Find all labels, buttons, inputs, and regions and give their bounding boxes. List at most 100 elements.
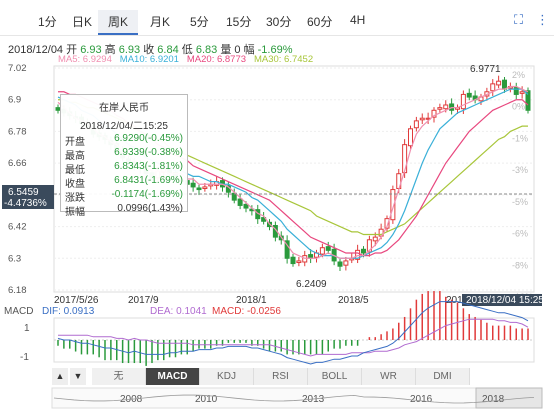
candle-body xyxy=(202,186,208,190)
macd-dea: DEA: 0.1041 xyxy=(150,306,207,317)
ma-legend: MA5: 6.9294 MA10: 6.9201 MA20: 6.8773 MA… xyxy=(58,54,313,65)
tooltip-key: 最低 xyxy=(65,165,85,176)
indicator-6[interactable]: DMI xyxy=(416,368,470,385)
candle-body xyxy=(284,240,290,259)
x-tick-label: 2017/5/26 xyxy=(54,295,99,306)
macd-value: MACD: -0.0256 xyxy=(212,306,281,317)
macd-y-tick: 1 xyxy=(24,323,30,334)
y-pct-tick-label: -8% xyxy=(512,260,528,270)
plot-frame xyxy=(53,65,535,293)
indicator-1[interactable]: MACD xyxy=(146,368,200,385)
candle-body xyxy=(437,107,443,110)
indicator-4[interactable]: BOLL xyxy=(308,368,362,385)
tooltip-value: 0.0996(1.43%) xyxy=(117,203,183,214)
macd-title: MACD xyxy=(4,306,33,317)
indicator-5[interactable]: WR xyxy=(362,368,416,385)
candle-body xyxy=(243,203,249,209)
indicator-0[interactable]: 无 xyxy=(92,368,146,385)
candle-body xyxy=(419,117,425,121)
fullscreen-icon[interactable]: ⛶ xyxy=(514,12,524,27)
change-label: 幅 xyxy=(243,44,255,56)
candle-body xyxy=(413,120,419,129)
navigator-year-label: 2018 xyxy=(482,394,505,405)
tab-7[interactable]: 60分 xyxy=(307,15,333,29)
tooltip-value: 6.9339(-0.38%) xyxy=(114,147,183,158)
tooltip-key: 振幅 xyxy=(65,207,85,218)
tab-0[interactable]: 1分 xyxy=(38,15,57,29)
change-value: -1.69% xyxy=(257,44,293,56)
tooltip-value: -0.1174(-1.69%) xyxy=(111,189,183,200)
y-tick-label: 6.18 xyxy=(8,285,27,296)
high-value: 6.93 xyxy=(118,44,141,56)
indicator-3[interactable]: RSI xyxy=(254,368,308,385)
tab-5[interactable]: 15分 xyxy=(226,15,252,29)
open-value: 6.93 xyxy=(80,44,102,56)
tooltip-row: 振幅 0.0996(1.43%) xyxy=(61,203,187,218)
y-tick-label: 6.9 xyxy=(8,95,21,106)
candle-body xyxy=(390,189,396,221)
tab-1[interactable]: 日K xyxy=(72,15,93,29)
tab-2[interactable]: 周K xyxy=(98,10,139,35)
tooltip-row: 开盘 6.9290(-0.45%) xyxy=(61,133,187,148)
tab-6[interactable]: 30分 xyxy=(266,15,292,29)
candle-body xyxy=(502,79,507,90)
candle-body xyxy=(319,247,325,255)
volume-label: 量 xyxy=(220,44,232,56)
y-pct-tick-label: -3% xyxy=(512,165,528,175)
low-label: 低 xyxy=(181,44,193,56)
x-tick-label: 2017/9 xyxy=(128,295,159,306)
candle-body xyxy=(343,260,349,266)
navigator-year-label: 2013 xyxy=(302,394,325,405)
candle-body xyxy=(366,239,372,253)
tab-3[interactable]: 月K xyxy=(150,15,171,29)
tooltip-value: 6.8431(-1.69%) xyxy=(114,175,183,186)
candle-body xyxy=(190,182,196,188)
tab-8[interactable]: 4H xyxy=(350,13,366,27)
close-label: 收 xyxy=(143,44,155,56)
candle-body xyxy=(525,90,531,111)
ma10-legend: MA10: 6.9201 xyxy=(119,54,179,65)
open-label: 开 xyxy=(66,44,78,56)
candle-body xyxy=(408,128,413,147)
navigator-year-label: 2016 xyxy=(410,394,433,405)
volume-value: 0 xyxy=(234,44,241,56)
y-pct-tick-label: -6% xyxy=(512,229,528,239)
candle-body xyxy=(402,144,408,174)
macd-dif: DIF: 0.0913 xyxy=(42,306,95,317)
close-value: 6.84 xyxy=(157,44,179,56)
navigator-year-label: 2010 xyxy=(195,394,218,405)
candle-body xyxy=(231,192,237,201)
high-label: 高 xyxy=(104,44,116,56)
quote-date: 2018/12/04 xyxy=(8,44,64,56)
y-pct-tick-label: 0% xyxy=(512,102,525,112)
tooltip-row: 最低 6.8343(-1.81%) xyxy=(61,161,187,176)
indicator-tabs: 无 MACD KDJ RSI BOLL WR DMI xyxy=(92,368,522,385)
candle-body xyxy=(443,104,449,110)
more-menu-icon[interactable]: ⋮ xyxy=(536,12,549,27)
y-tick-label: 6.42 xyxy=(8,222,27,233)
indicator-2[interactable]: KDJ xyxy=(200,368,254,385)
y-tick-label: 6.78 xyxy=(8,126,27,137)
scroll-down-button[interactable]: ▼ xyxy=(70,368,86,385)
candle-body xyxy=(196,187,202,191)
candle-body xyxy=(355,249,361,260)
x-tick-label: 2018/1 xyxy=(236,295,267,306)
tooltip-key: 开盘 xyxy=(65,137,85,148)
x-tick-label: 2018/5 xyxy=(338,295,369,306)
candle-body xyxy=(237,198,243,206)
y-tick-label: 7.02 xyxy=(8,63,27,74)
candle-body xyxy=(490,83,496,92)
low-annotation: 6.2409 xyxy=(296,279,327,290)
tooltip-key: 最高 xyxy=(65,151,85,162)
candle-body xyxy=(296,260,302,264)
navigator-series-line xyxy=(53,394,535,404)
high-annotation: 6.9771 xyxy=(470,64,501,75)
tab-4[interactable]: 5分 xyxy=(190,15,209,29)
candle-body xyxy=(384,218,390,229)
y-pct-tick-label: 2% xyxy=(512,70,525,80)
macd-dif-line xyxy=(57,301,529,365)
scroll-up-button[interactable]: ▲ xyxy=(52,368,68,385)
candle-body xyxy=(372,236,378,242)
tooltip-key: 涨跌 xyxy=(65,193,85,204)
